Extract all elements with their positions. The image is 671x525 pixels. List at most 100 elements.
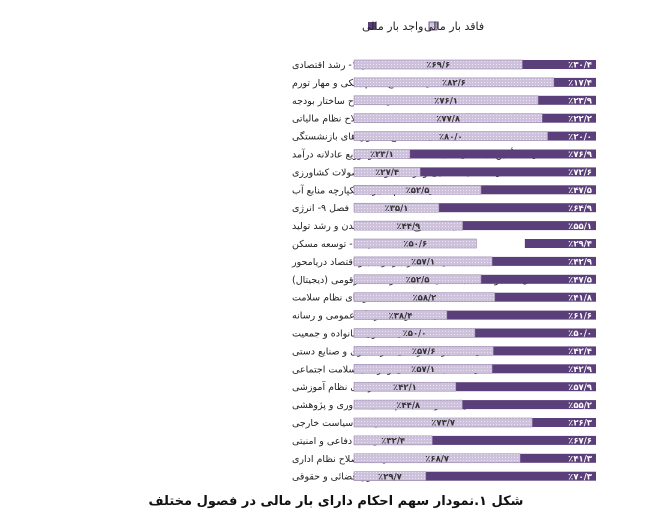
data-label-with: ٪۴۷/۵ (568, 186, 592, 196)
category-label: فصل ۹- انرژی (292, 203, 349, 214)
data-label-with: ٪۶۱/۶ (568, 311, 592, 321)
data-label-with: ٪۴۱/۳ (568, 455, 593, 465)
bar-segment-with (542, 113, 596, 123)
bar-segment-with (553, 77, 596, 87)
data-label-without: ٪۸۲/۶ (442, 79, 466, 89)
data-label-with: ٪۵۵/۱ (568, 222, 592, 232)
bar-segment-with (432, 435, 596, 445)
data-label-without: ٪۵۲/۵ (406, 186, 430, 196)
bar-segment-without (353, 131, 548, 141)
bar-segment-without (353, 167, 421, 177)
bar-segment-without (353, 113, 543, 123)
category-label: فصل ۳- اصلاح ساختار بودجه (292, 96, 405, 107)
bar-segment-with (524, 239, 596, 248)
bar-segment-with (425, 471, 596, 481)
data-label-without: ٪۵۷/۱ (411, 365, 435, 375)
bar-segment-without (353, 417, 533, 428)
data-label-with: ٪۴۷/۵ (568, 276, 592, 286)
legend-label-with: واجد بار مالی (362, 20, 423, 33)
data-label-with: ٪۳۰/۴ (568, 61, 592, 71)
bar-segment-without (353, 364, 493, 374)
bar-segment-without (353, 202, 440, 213)
chart-caption: شکل ۱.نمودار سهم احکام دارای بار مالی در… (149, 494, 524, 509)
bar-segment-without (353, 95, 539, 106)
bar-segment-without (353, 346, 494, 356)
category-label: فصل ۲۱- سیاست خارجی (292, 418, 393, 429)
legend-swatch-with (368, 22, 376, 30)
data-label-without: ٪۵۰/۶ (403, 240, 427, 250)
data-label-without: ٪۷۷/۸ (436, 114, 461, 124)
data-label-with: ٪۴۲/۹ (568, 365, 593, 375)
bar-segment-with (532, 418, 596, 427)
category-label: فصل ۲۲- دفاعی و امنیتی (292, 436, 392, 447)
category-label: فصل ۴- اصلاح نظام مالیاتی (292, 114, 402, 125)
bar-segment-with (522, 60, 596, 69)
data-label-with: ٪۲۲/۲ (568, 114, 593, 124)
data-label-with: ٪۷۶/۹ (568, 150, 593, 160)
bar-segment-with (446, 310, 596, 320)
data-label-with: ٪۷۰/۳ (568, 472, 593, 482)
data-label-without: ٪۳۸/۴ (389, 311, 413, 321)
bar-segment-without (353, 381, 457, 392)
data-label-with: ٪۷۲/۶ (568, 168, 592, 178)
bar-segment-with (481, 274, 596, 284)
data-label-with: ٪۲۰/۰ (568, 132, 592, 142)
bar-segment-with (538, 95, 596, 105)
bar-segment-without (353, 256, 493, 267)
data-label-without: ٪۲۷/۴ (375, 168, 399, 178)
bar-segment-without (353, 274, 482, 285)
data-label-without: ٪۲۹/۷ (378, 472, 403, 482)
bar-segment-without (353, 453, 521, 464)
bar-segment-with (462, 221, 596, 231)
data-label-without: ٪۶۹/۶ (426, 61, 450, 71)
bar-segment-without (353, 399, 463, 410)
data-label-with: ٪۵۷/۹ (568, 383, 593, 393)
bar-segment-with (420, 167, 596, 177)
bar-segment-without (353, 292, 496, 302)
category-label: فصل ۲۳- اصلاح نظام اداری (292, 454, 401, 465)
data-label-without: ٪۵۷/۱ (411, 258, 435, 268)
bar-segment-with (462, 400, 596, 410)
bar-segment-with (492, 256, 596, 266)
data-label-without: ٪۲۳/۱ (370, 150, 394, 160)
bar-segment-without (353, 471, 427, 481)
data-label-without: ٪۵۸/۲ (412, 293, 437, 303)
data-label-without: ٪۴۲/۱ (393, 383, 417, 393)
bar-segment-with (547, 131, 596, 141)
data-label-without: ٪۷۳/۷ (431, 419, 456, 429)
bar-segment-without (353, 77, 555, 88)
bar-segment-without (353, 185, 482, 195)
data-label-with: ٪۱۷/۴ (568, 79, 592, 89)
data-label-with: ٪۲۶/۳ (568, 419, 593, 429)
category-label: فصل ۱۴- ارتقای نظام سلامت (292, 293, 410, 304)
data-label-with: ٪۵۰/۰ (568, 329, 592, 339)
bar-segment-with (409, 149, 596, 159)
bar-segment-without (353, 328, 476, 338)
data-label-with: ٪۲۳/۹ (568, 97, 593, 107)
data-label-with: ٪۴۱/۸ (568, 293, 593, 303)
bars-group: ٪۳۰/۴ ٪۶۹/۶ ٪۱۷/۴ ٪۸۲/۶ ٪۲۳/۹ ٪۷۶/۱ ٪۲۲/۲ ٪۷۷/۸… (353, 59, 596, 482)
data-label-without: ٪۳۲/۴ (381, 437, 405, 447)
data-label-with: ٪۵۵/۲ (568, 401, 593, 411)
data-label-with: ٪۴۲/۴ (568, 347, 592, 357)
bar-segment-with (438, 203, 596, 213)
data-label-without: ٪۷۶/۱ (434, 97, 458, 107)
data-label-without: ٪۵۷/۶ (412, 347, 436, 357)
bar-segment-with (492, 364, 596, 374)
data-label-without: ٪۸۰/۰ (439, 132, 463, 142)
bar-segment-without (353, 220, 463, 231)
bar-segment-without (353, 310, 448, 320)
data-label-without: ٪۵۲/۵ (406, 276, 430, 286)
legend-label-without: فاقد بار مالی (424, 20, 484, 33)
data-label-without: ٪۴۴/۹ (396, 222, 421, 232)
legend-swatch-without (428, 21, 438, 31)
data-label-without: ٪۴۴/۸ (396, 401, 421, 411)
data-label-with: ٪۲۹/۴ (568, 240, 592, 250)
bar-segment-with (481, 185, 596, 195)
category-label: فصل ۱۱- توسعه مسکن (292, 239, 386, 250)
bar-segment-with (455, 382, 596, 392)
bar-segment-without (353, 435, 433, 446)
data-label-with: ٪۶۴/۹ (568, 204, 593, 214)
